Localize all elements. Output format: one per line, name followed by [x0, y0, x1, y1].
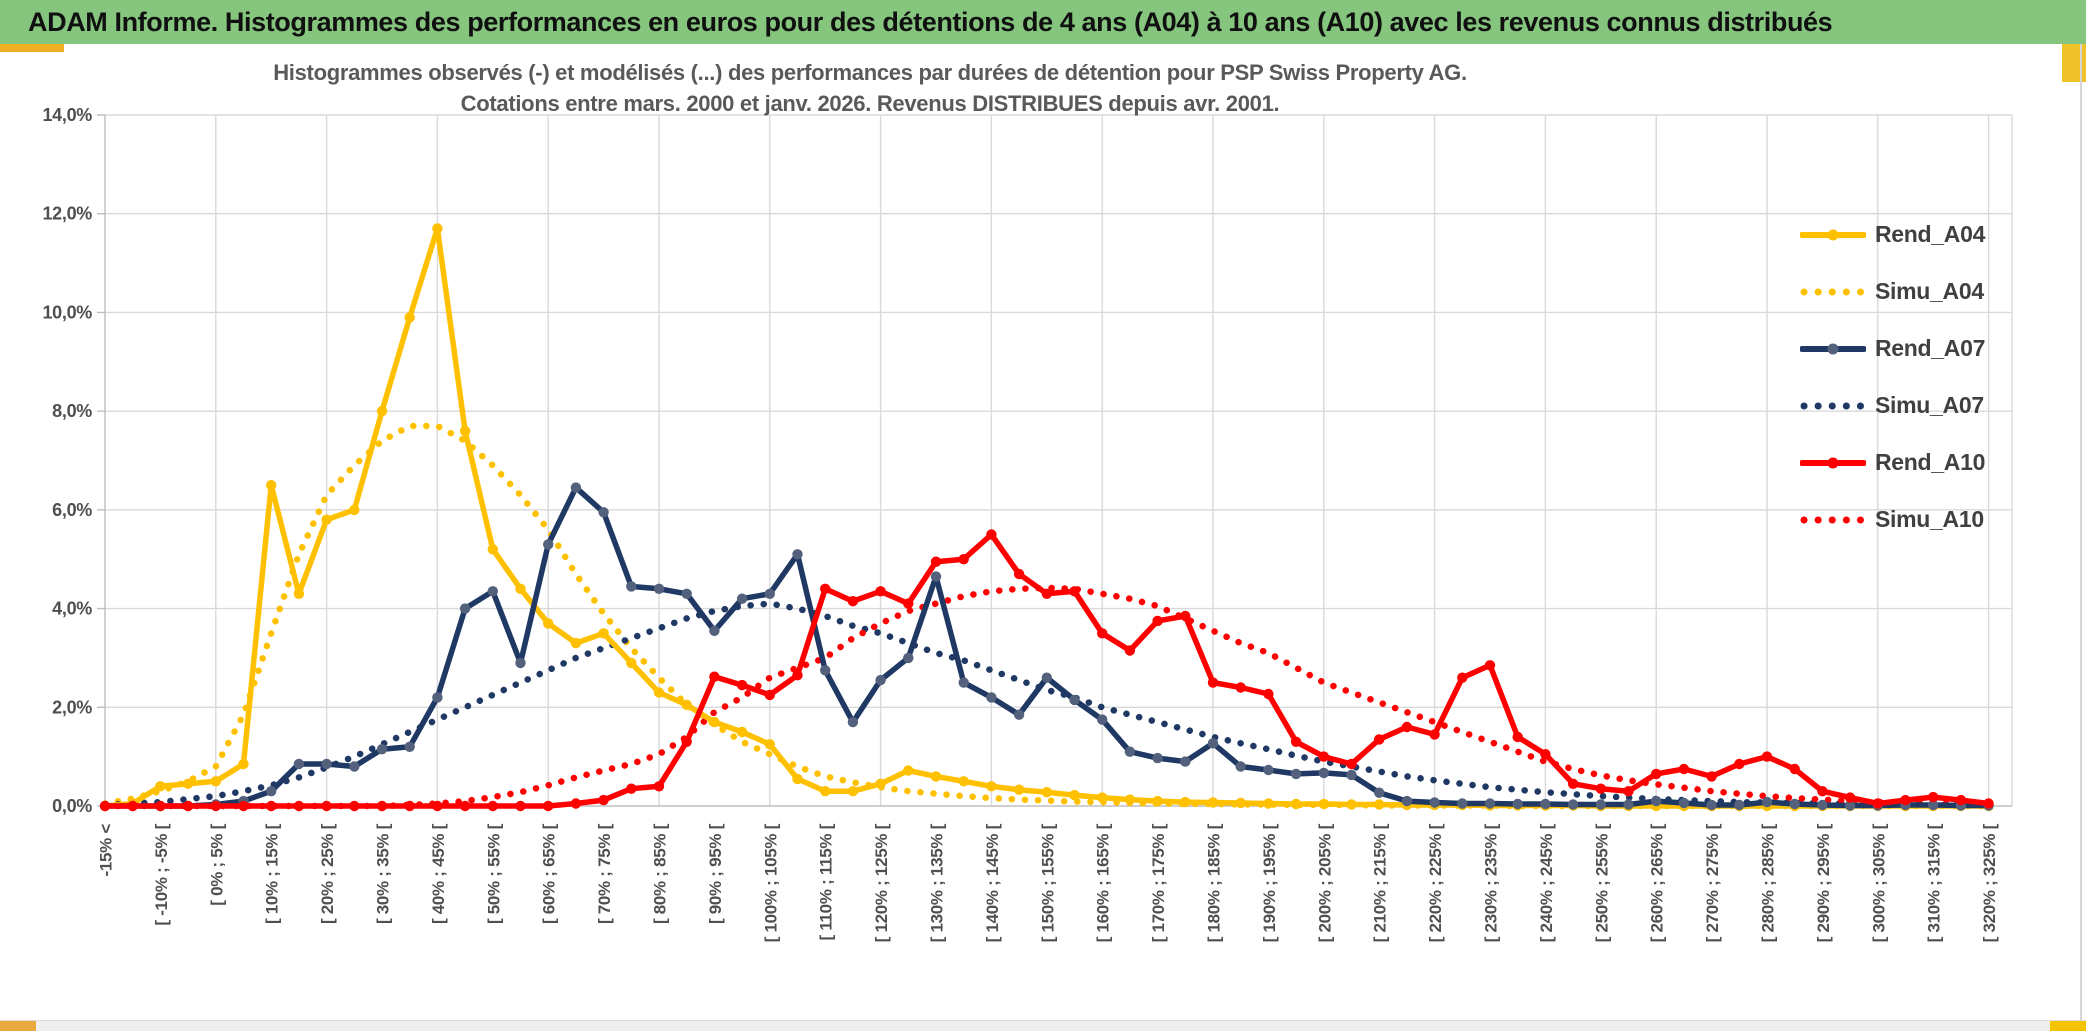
gold-accent-bottom-left: [0, 1021, 36, 1031]
x-tick-label: -15% <: [97, 824, 116, 877]
x-tick-label: [ 180% ; 185% [: [1205, 823, 1224, 942]
x-tick-label: [ 10% ; 15% [: [263, 823, 282, 924]
series-line-Rend_A10: [102, 531, 1992, 809]
legend-item-rend-a07: Rend_A07: [1799, 320, 2060, 377]
window-right-edge: [2080, 44, 2082, 1022]
x-tick-label: [ 190% ; 195% [: [1260, 823, 1279, 942]
series-markers-Rend_A07: [99, 482, 1994, 812]
x-tick-label: [ 0% ; 5% [: [207, 823, 226, 905]
x-tick-label: [ 50% ; 55% [: [484, 823, 503, 924]
x-tick-label: [ 120% ; 125% [: [872, 823, 891, 942]
x-tick-label: [ 20% ; 25% [: [318, 823, 337, 924]
legend-item-rend-a04: Rend_A04: [1799, 206, 2060, 263]
x-tick-label: [ 300% ; 305% [: [1869, 823, 1888, 942]
x-tick-label: [ -10% ; -5% [: [152, 823, 171, 925]
legend-swatch-dotted-gold-icon: [1800, 284, 1866, 300]
x-tick-label: [ 60% ; 65% [: [540, 823, 559, 924]
y-tick-label: 6,0%: [52, 500, 92, 520]
legend-swatch-dotted-red-icon: [1800, 512, 1866, 528]
y-tick-label: 2,0%: [52, 697, 92, 717]
x-tick-label: [ 140% ; 145% [: [983, 823, 1002, 942]
y-tick-label: 4,0%: [52, 599, 92, 619]
axes: [97, 114, 2012, 807]
legend-label: Rend_A04: [1875, 221, 1986, 247]
chart-title-line1: Histogrammes observés (-) et modélisés (…: [273, 60, 1467, 85]
x-tick-label: [ 170% ; 175% [: [1149, 823, 1168, 942]
x-tick-label: [ 210% ; 215% [: [1371, 823, 1390, 942]
gold-accent-bottom-right: [2050, 1021, 2086, 1031]
legend-label: Rend_A07: [1875, 335, 1986, 361]
title-bar: ADAM Informe. Histogrammes des performan…: [0, 0, 2086, 44]
page-title: ADAM Informe. Histogrammes des performan…: [28, 6, 1833, 37]
legend-swatch-solid-red-icon: [1799, 455, 1867, 471]
legend-label: Simu_A04: [1875, 278, 1984, 304]
x-tick-label: [ 310% ; 315% [: [1925, 823, 1944, 942]
x-tick-label: [ 110% ; 115% [: [817, 823, 836, 940]
y-tick-label: 12,0%: [42, 204, 92, 224]
x-tick-label: [ 290% ; 295% [: [1814, 823, 1833, 942]
x-tick-label: [ 230% ; 235% [: [1482, 823, 1501, 942]
legend: Rend_A04 Simu_A04 Rend_A07 Simu_A07 Rend…: [1799, 206, 2060, 548]
legend-swatch-dotted-navy-icon: [1800, 398, 1866, 414]
x-tick-label: [ 70% ; 75% [: [595, 823, 614, 924]
legend-item-simu-a10: Simu_A10: [1800, 491, 2060, 548]
y-tick-label: 0,0%: [52, 796, 92, 816]
series-line-Rend_A04: [102, 225, 1992, 809]
series: [99, 223, 1994, 812]
legend-label: Simu_A10: [1875, 506, 1984, 532]
gridlines: [105, 114, 2013, 806]
legend-label: Simu_A07: [1875, 392, 1984, 418]
x-tick-label: [ 260% ; 265% [: [1648, 823, 1667, 942]
x-tick-label: [ 270% ; 275% [: [1703, 823, 1722, 942]
x-tick-label: [ 200% ; 205% [: [1315, 823, 1334, 942]
bottom-edge-strip: [0, 1020, 2086, 1031]
x-tick-label: [ 320% ; 325% [: [1980, 823, 1999, 942]
x-tick-label: [ 40% ; 45% [: [429, 823, 448, 924]
x-tick-label: [ 30% ; 35% [: [374, 823, 393, 924]
legend-swatch-solid-navy-icon: [1799, 341, 1867, 357]
x-tick-label: [ 130% ; 135% [: [928, 823, 947, 942]
legend-item-simu-a04: Simu_A04: [1800, 263, 2060, 320]
x-tick-label: [ 90% ; 95% [: [706, 823, 725, 924]
series-markers-Rend_A10: [99, 529, 1994, 812]
chart-title-line2: Cotations entre mars. 2000 et janv. 2026…: [460, 91, 1280, 116]
gold-accent-left: [0, 44, 64, 52]
legend-swatch-solid-gold-icon: [1799, 227, 1867, 243]
legend-label: Rend_A10: [1875, 449, 1986, 475]
x-tick-label: [ 240% ; 245% [: [1537, 823, 1556, 942]
x-tick-label: [ 220% ; 225% [: [1426, 823, 1445, 942]
series-line-Rend_A07: [102, 484, 1992, 809]
y-tick-label: 14,0%: [42, 105, 92, 125]
x-tick-label: [ 250% ; 255% [: [1592, 823, 1611, 942]
series-markers-Rend_A04: [99, 223, 1994, 812]
legend-item-rend-a10: Rend_A10: [1799, 434, 2060, 491]
axis-labels: 0,0% 2,0% 4,0% 6,0% 8,0% 10,0% 12,0% 14,0% -15% …: [42, 105, 1999, 942]
x-tick-label: [ 80% ; 85% [: [651, 823, 670, 924]
chart-title: Histogrammes observés (-) et modélisés (…: [160, 57, 1580, 119]
x-tick-label: [ 150% ; 155% [: [1038, 823, 1057, 942]
gold-accent-top-right: [2062, 44, 2086, 82]
x-tick-label: [ 100% ; 105% [: [761, 823, 780, 942]
y-tick-label: 8,0%: [52, 401, 92, 421]
y-tick-label: 10,0%: [42, 302, 92, 322]
x-tick-label: [ 160% ; 165% [: [1094, 823, 1113, 942]
legend-item-simu-a07: Simu_A07: [1800, 377, 2060, 434]
x-tick-label: [ 280% ; 285% [: [1759, 823, 1778, 942]
